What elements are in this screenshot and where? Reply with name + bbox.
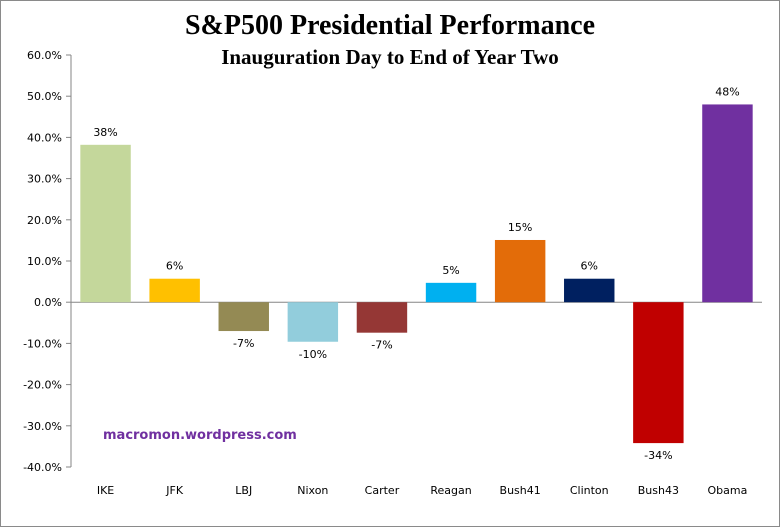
bar-jfk [149, 278, 200, 303]
data-label: 5% [442, 264, 459, 277]
x-tick-label: LBJ [235, 484, 252, 497]
data-label: -7% [233, 337, 254, 350]
data-label: -10% [299, 348, 327, 361]
y-tick-label: 10.0% [27, 255, 62, 268]
y-tick-label: 40.0% [27, 131, 62, 144]
y-tick-label: -10.0% [23, 337, 62, 350]
y-tick-label: -20.0% [23, 379, 62, 392]
x-tick-label: Carter [365, 484, 400, 497]
data-label: 15% [508, 221, 532, 234]
chart-subtitle: Inauguration Day to End of Year Two [221, 45, 559, 69]
watermark-text: macromon.wordpress.com [103, 428, 297, 443]
y-tick-label: 20.0% [27, 214, 62, 227]
x-tick-label: Obama [708, 484, 748, 497]
y-tick-label: 50.0% [27, 90, 62, 103]
bar-lbj [218, 302, 269, 332]
x-tick-label: JFK [165, 484, 184, 497]
data-label: 6% [581, 260, 598, 273]
x-tick-label: IKE [97, 484, 114, 497]
data-label: -7% [371, 339, 392, 352]
y-tick-label: -40.0% [23, 461, 62, 474]
x-tick-label: Clinton [570, 484, 609, 497]
bar-reagan [425, 282, 477, 303]
data-label: 48% [715, 85, 739, 98]
y-tick-label: 60.0% [27, 49, 62, 62]
bar-ike [80, 144, 131, 303]
bar-carter [356, 302, 408, 333]
bar-obama [702, 104, 753, 303]
y-tick-label: -30.0% [23, 420, 62, 433]
data-label: -34% [644, 449, 672, 462]
chart-title: S&P500 Presidential Performance [184, 10, 596, 41]
data-label: 6% [166, 260, 183, 273]
y-tick-label: 30.0% [27, 173, 62, 186]
y-tick-label: 0.0% [34, 296, 62, 309]
bar-clinton [564, 278, 615, 303]
bar-bush41 [494, 239, 546, 303]
data-label: 38% [93, 126, 117, 139]
x-tick-label: Bush43 [638, 484, 679, 497]
x-tick-label: Bush41 [500, 484, 541, 497]
bar-bush43 [633, 302, 684, 444]
x-tick-label: Nixon [297, 484, 328, 497]
bar-nixon [287, 302, 339, 342]
x-tick-label: Reagan [430, 484, 471, 497]
